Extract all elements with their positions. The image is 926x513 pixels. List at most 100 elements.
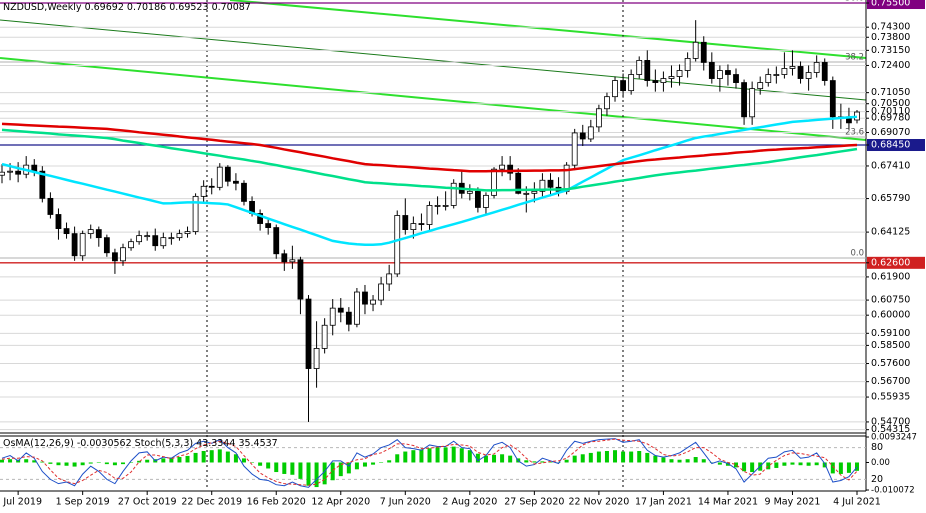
- stoch-k-line: [1, 438, 858, 488]
- osma-bar: [233, 454, 238, 463]
- osma-bar: [193, 452, 198, 463]
- price-label-box: [867, 0, 925, 10]
- candle-body: [241, 182, 247, 202]
- osma-bar: [798, 462, 803, 466]
- stoch-d-value: 35.4537: [238, 438, 277, 449]
- candle-body: [579, 132, 586, 140]
- osma-bar: [427, 448, 432, 463]
- candle-body: [547, 179, 554, 188]
- osma-bar: [112, 462, 117, 466]
- price-label-box: [867, 139, 925, 152]
- candle-body: [652, 80, 659, 83]
- header-high: 0.70186: [127, 2, 166, 13]
- candle-body: [797, 66, 804, 79]
- osma-bar: [524, 460, 529, 463]
- candle-body: [394, 215, 401, 275]
- y-tick-label: 0.59100: [871, 328, 910, 339]
- candle-body: [152, 235, 159, 247]
- candle-body: [321, 324, 328, 349]
- candle-body: [216, 166, 223, 188]
- candle-body: [741, 82, 747, 118]
- candle-body: [160, 237, 167, 247]
- candle-body: [483, 194, 489, 208]
- stoch-d-line: [1, 438, 858, 486]
- osma-bar: [685, 459, 690, 463]
- candle-body: [466, 190, 473, 194]
- osma-bar: [806, 462, 811, 466]
- osma-bar: [387, 460, 392, 463]
- candle-body: [362, 291, 368, 305]
- osma-bar: [32, 460, 37, 463]
- osma-bar: [290, 462, 295, 475]
- candle-body: [233, 180, 239, 184]
- candle-body: [821, 62, 828, 81]
- y-tick-label: 0.73800: [871, 32, 910, 43]
- osma-bar: [346, 462, 351, 474]
- candle-body: [289, 259, 296, 263]
- y-tick-label: 0.61900: [871, 271, 910, 282]
- fib-label: 23.6: [845, 127, 864, 137]
- header-close: 0.70087: [212, 2, 251, 13]
- osma-bar: [48, 462, 53, 464]
- plot: [0, 2, 866, 488]
- candle-body: [87, 229, 94, 235]
- candle-body: [676, 70, 683, 77]
- y-tick-label: 0.64125: [871, 227, 910, 238]
- y-tick-label: 0.73150: [871, 45, 910, 56]
- candle-body: [297, 259, 304, 300]
- candle-body: [426, 205, 433, 225]
- osma-bar: [209, 450, 214, 463]
- candle-body: [329, 307, 336, 326]
- osma-bar: [572, 455, 577, 463]
- candle-body: [620, 80, 626, 92]
- y2-tick-label: 80: [871, 442, 883, 453]
- osma-bar: [379, 462, 384, 463]
- osma-value: -0.0030562: [77, 438, 132, 449]
- candle-body: [305, 298, 312, 369]
- y-tick-label: 0.72400: [871, 60, 910, 71]
- candle-body: [805, 72, 812, 79]
- candle-body: [789, 66, 796, 69]
- osma-bar: [24, 459, 29, 463]
- candle-body: [684, 58, 691, 71]
- candle-body: [7, 170, 13, 173]
- candle-body: [370, 299, 376, 305]
- candle-body: [265, 223, 272, 228]
- osma-bar: [403, 451, 408, 463]
- chart-header: NZDUSD,Weekly 0.69692 0.70186 0.69523 0.…: [3, 2, 251, 13]
- osma-bar: [790, 462, 795, 465]
- y-tick-label: 0.57600: [871, 358, 910, 369]
- osma-bar: [185, 455, 190, 463]
- candle-body: [612, 80, 618, 98]
- y-tick-label: 0.70500: [871, 98, 910, 109]
- osma-bar: [64, 462, 69, 466]
- osma-bar: [492, 454, 497, 463]
- osma-bar: [750, 462, 755, 473]
- candle-body: [112, 252, 118, 262]
- y2-tick-label: 20: [871, 474, 883, 485]
- candle-body: [257, 213, 264, 224]
- osma-label: OsMA(12,26,9): [3, 438, 74, 449]
- candle-body: [418, 223, 425, 225]
- candle-body: [829, 80, 836, 118]
- drawings: [0, 0, 867, 490]
- stoch-k-value: 43.3344: [196, 438, 235, 449]
- header-low: 0.69523: [169, 2, 208, 13]
- candle-body: [103, 237, 110, 254]
- y-tick-label: 0.71050: [871, 87, 910, 98]
- candle-body: [781, 68, 788, 75]
- candle-body: [523, 192, 530, 195]
- y-tick-label: 0.55935: [871, 392, 910, 403]
- candle-body: [450, 182, 457, 206]
- trend-line: [0, 19, 867, 101]
- moving-average: [1, 128, 858, 192]
- osma-bar: [338, 462, 343, 477]
- osma-bar: [129, 462, 134, 463]
- y-tick-label: 0.74300: [871, 22, 910, 33]
- osma-bar: [56, 462, 61, 466]
- osma-bar: [298, 462, 303, 479]
- candle-body: [595, 108, 602, 128]
